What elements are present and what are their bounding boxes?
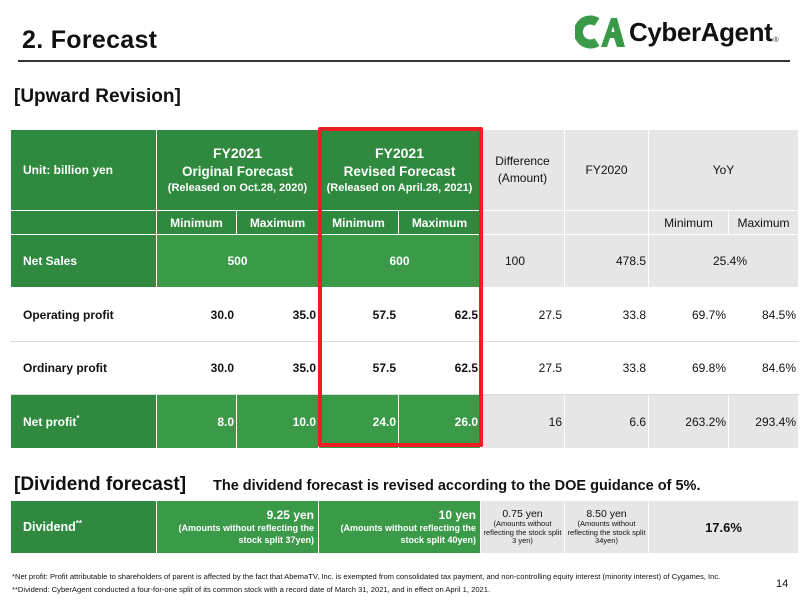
revised-minimum-value: 57.5 <box>318 287 399 342</box>
original-maximum-value: 35.0 <box>236 287 319 342</box>
yoy-value: 25.4% <box>648 234 799 288</box>
title-divider <box>18 60 790 62</box>
revised-maximum-value: 62.5 <box>398 341 481 395</box>
row-label-text: Dividend <box>23 520 76 535</box>
upward-revision-title: [Upward Revision] <box>14 86 181 107</box>
original-dividend-value: 9.25 yen <box>266 508 314 523</box>
row-label: Dividend** <box>10 500 157 554</box>
original-dividend-note: (Amounts without reflecting the stock sp… <box>178 523 315 545</box>
row-label: Ordinary profit <box>10 341 157 395</box>
original-minimum-value: 8.0 <box>156 394 237 449</box>
revised-dividend: 10 yen (Amounts without reflecting the s… <box>318 500 481 554</box>
dividend-fy2020-value: 8.50 yen <box>586 508 627 521</box>
cyberagent-logo: CyberAgent ® <box>573 14 779 50</box>
yoy-maximum-value: 293.4% <box>728 394 799 449</box>
subheader-blank <box>10 210 157 235</box>
revised-dividend-note: (Amounts without reflecting the stock sp… <box>340 523 477 545</box>
difference-value: 100 <box>480 234 565 288</box>
row-label: Net Sales <box>10 234 157 288</box>
difference-header: Difference (Amount) <box>480 129 565 211</box>
footnote-net-profit: *Net profit: Profit attributable to shar… <box>12 572 721 581</box>
table-row-net-sales: Net Sales 500 600 100 478.5 25.4% <box>10 234 799 288</box>
difference-value: 16 <box>480 394 565 449</box>
yoy-maximum-value: 84.5% <box>728 287 799 342</box>
unit-label: Unit: billion yen <box>10 129 157 211</box>
footnote-mark: ** <box>75 519 83 529</box>
dividend-fy2020: 8.50 yen (Amounts without reflecting the… <box>564 500 649 554</box>
dividend-forecast-note: The dividend forecast is revised accordi… <box>213 478 701 494</box>
table-row-ordinary-profit: Ordinary profit 30.0 35.0 57.5 62.5 27.5… <box>10 341 799 395</box>
fy2020-subheader-blank <box>564 210 649 235</box>
row-label: Operating profit <box>10 287 157 342</box>
logo-registered-mark: ® <box>773 37 779 44</box>
revised-maximum-header: Maximum <box>398 210 481 235</box>
fy2020-value: 6.6 <box>564 394 649 449</box>
original-forecast-title: Original Forecast <box>181 163 294 179</box>
original-maximum-value: 10.0 <box>236 394 319 449</box>
yoy-minimum-value: 69.7% <box>648 287 729 342</box>
original-maximum-value: 35.0 <box>236 341 319 395</box>
revised-value: 600 <box>318 234 481 288</box>
original-dividend: 9.25 yen (Amounts without reflecting the… <box>156 500 319 554</box>
revised-maximum-value: 62.5 <box>398 287 481 342</box>
original-minimum-value: 30.0 <box>156 341 237 395</box>
page-title: 2. Forecast <box>22 26 158 54</box>
dividend-difference: 0.75 yen (Amounts without reflecting the… <box>480 500 565 554</box>
revised-forecast-release: (Released on April.28, 2021) <box>326 182 473 195</box>
difference-value: 27.5 <box>480 287 565 342</box>
yoy-maximum-header: Maximum <box>728 210 799 235</box>
revised-dividend-value: 10 yen <box>438 508 476 523</box>
fy2020-value: 478.5 <box>564 234 649 288</box>
forecast-table: Unit: billion yen FY2021 Original Foreca… <box>10 129 799 449</box>
dividend-fy2020-note: (Amounts without reflecting the stock sp… <box>567 519 646 546</box>
dividend-difference-note: (Amounts without reflecting the stock sp… <box>483 519 562 546</box>
footnote-dividend: **Dividend: CyberAgent conducted a four-… <box>12 585 491 594</box>
page-number: 14 <box>776 578 789 590</box>
row-label-text: Net profit <box>23 415 77 429</box>
table-row-net-profit: Net profit* 8.0 10.0 24.0 26.0 16 6.6 26… <box>10 394 799 449</box>
ca-logo-mark-icon <box>573 14 625 50</box>
revised-minimum-value: 57.5 <box>318 341 399 395</box>
original-forecast-release: (Released on Oct.28, 2020) <box>167 182 308 195</box>
revised-forecast-year: FY2021 <box>374 145 425 162</box>
yoy-header: YoY <box>648 129 799 211</box>
dividend-yoy-value: 17.6% <box>648 500 799 554</box>
original-minimum-header: Minimum <box>156 210 237 235</box>
original-forecast-header: FY2021 Original Forecast (Released on Oc… <box>156 129 319 211</box>
difference-subheader-blank <box>480 210 565 235</box>
table-row-operating-profit: Operating profit 30.0 35.0 57.5 62.5 27.… <box>10 287 799 342</box>
footnote-mark: * <box>76 414 80 423</box>
fy2020-value: 33.8 <box>564 287 649 342</box>
yoy-minimum-header: Minimum <box>648 210 729 235</box>
revised-minimum-header: Minimum <box>318 210 399 235</box>
yoy-minimum-value: 263.2% <box>648 394 729 449</box>
logo-brand-text: CyberAgent <box>629 16 773 47</box>
dividend-forecast-title: [Dividend forecast] <box>14 474 187 495</box>
difference-value: 27.5 <box>480 341 565 395</box>
yoy-maximum-value: 84.6% <box>728 341 799 395</box>
fy2020-header: FY2020 <box>564 129 649 211</box>
dividend-difference-value: 0.75 yen <box>502 508 543 521</box>
row-label: Net profit* <box>10 394 157 449</box>
revised-forecast-header: FY2021 Revised Forecast (Released on Apr… <box>318 129 481 211</box>
revised-minimum-value: 24.0 <box>318 394 399 449</box>
revised-forecast-title: Revised Forecast <box>343 163 456 179</box>
original-maximum-header: Maximum <box>236 210 319 235</box>
original-value: 500 <box>156 234 319 288</box>
dividend-table: Dividend** 9.25 yen (Amounts without ref… <box>10 500 799 554</box>
table-row-dividend: Dividend** 9.25 yen (Amounts without ref… <box>10 500 799 554</box>
original-forecast-year: FY2021 <box>212 145 263 162</box>
revised-maximum-value: 26.0 <box>398 394 481 449</box>
yoy-minimum-value: 69.8% <box>648 341 729 395</box>
original-minimum-value: 30.0 <box>156 287 237 342</box>
fy2020-value: 33.8 <box>564 341 649 395</box>
